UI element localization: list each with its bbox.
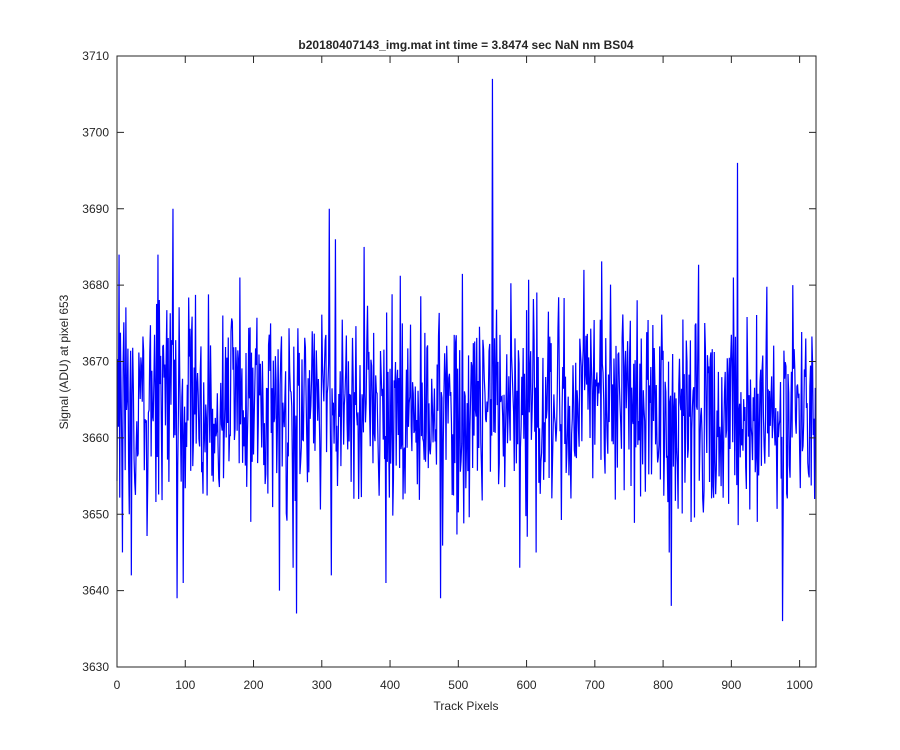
y-tick-label: 3660 — [82, 431, 109, 445]
y-axis-label: Signal (ADU) at pixel 653 — [57, 294, 71, 429]
y-tick-label: 3690 — [82, 202, 109, 216]
x-axis: 0 100 200 300 400 500 600 700 800 900 1000 — [114, 56, 813, 692]
x-tick-label: 1000 — [786, 678, 813, 692]
series-layer — [116, 78, 816, 622]
y-tick-label: 3670 — [82, 355, 109, 369]
x-tick-label: 0 — [114, 678, 121, 692]
series-line — [116, 78, 816, 622]
y-tick-label: 3650 — [82, 507, 109, 521]
x-axis-label: Track Pixels — [434, 699, 499, 713]
y-tick-label: 3680 — [82, 278, 109, 292]
x-tick-label: 500 — [448, 678, 468, 692]
y-axis: 3630 3640 3650 3660 3670 3680 3690 3700 3710 — [82, 49, 816, 674]
x-tick-label: 100 — [175, 678, 195, 692]
x-tick-label: 300 — [312, 678, 332, 692]
x-tick-label: 700 — [585, 678, 605, 692]
x-tick-label: 900 — [721, 678, 741, 692]
x-tick-label: 800 — [653, 678, 673, 692]
x-tick-label: 200 — [244, 678, 264, 692]
x-tick-label: 400 — [380, 678, 400, 692]
x-tick-label: 600 — [517, 678, 537, 692]
y-tick-label: 3700 — [82, 125, 109, 139]
chart-title: b20180407143_img.mat int time = 3.8474 s… — [298, 38, 634, 52]
y-tick-label: 3640 — [82, 584, 109, 598]
y-tick-label: 3630 — [82, 660, 109, 674]
y-tick-label: 3710 — [82, 49, 109, 63]
